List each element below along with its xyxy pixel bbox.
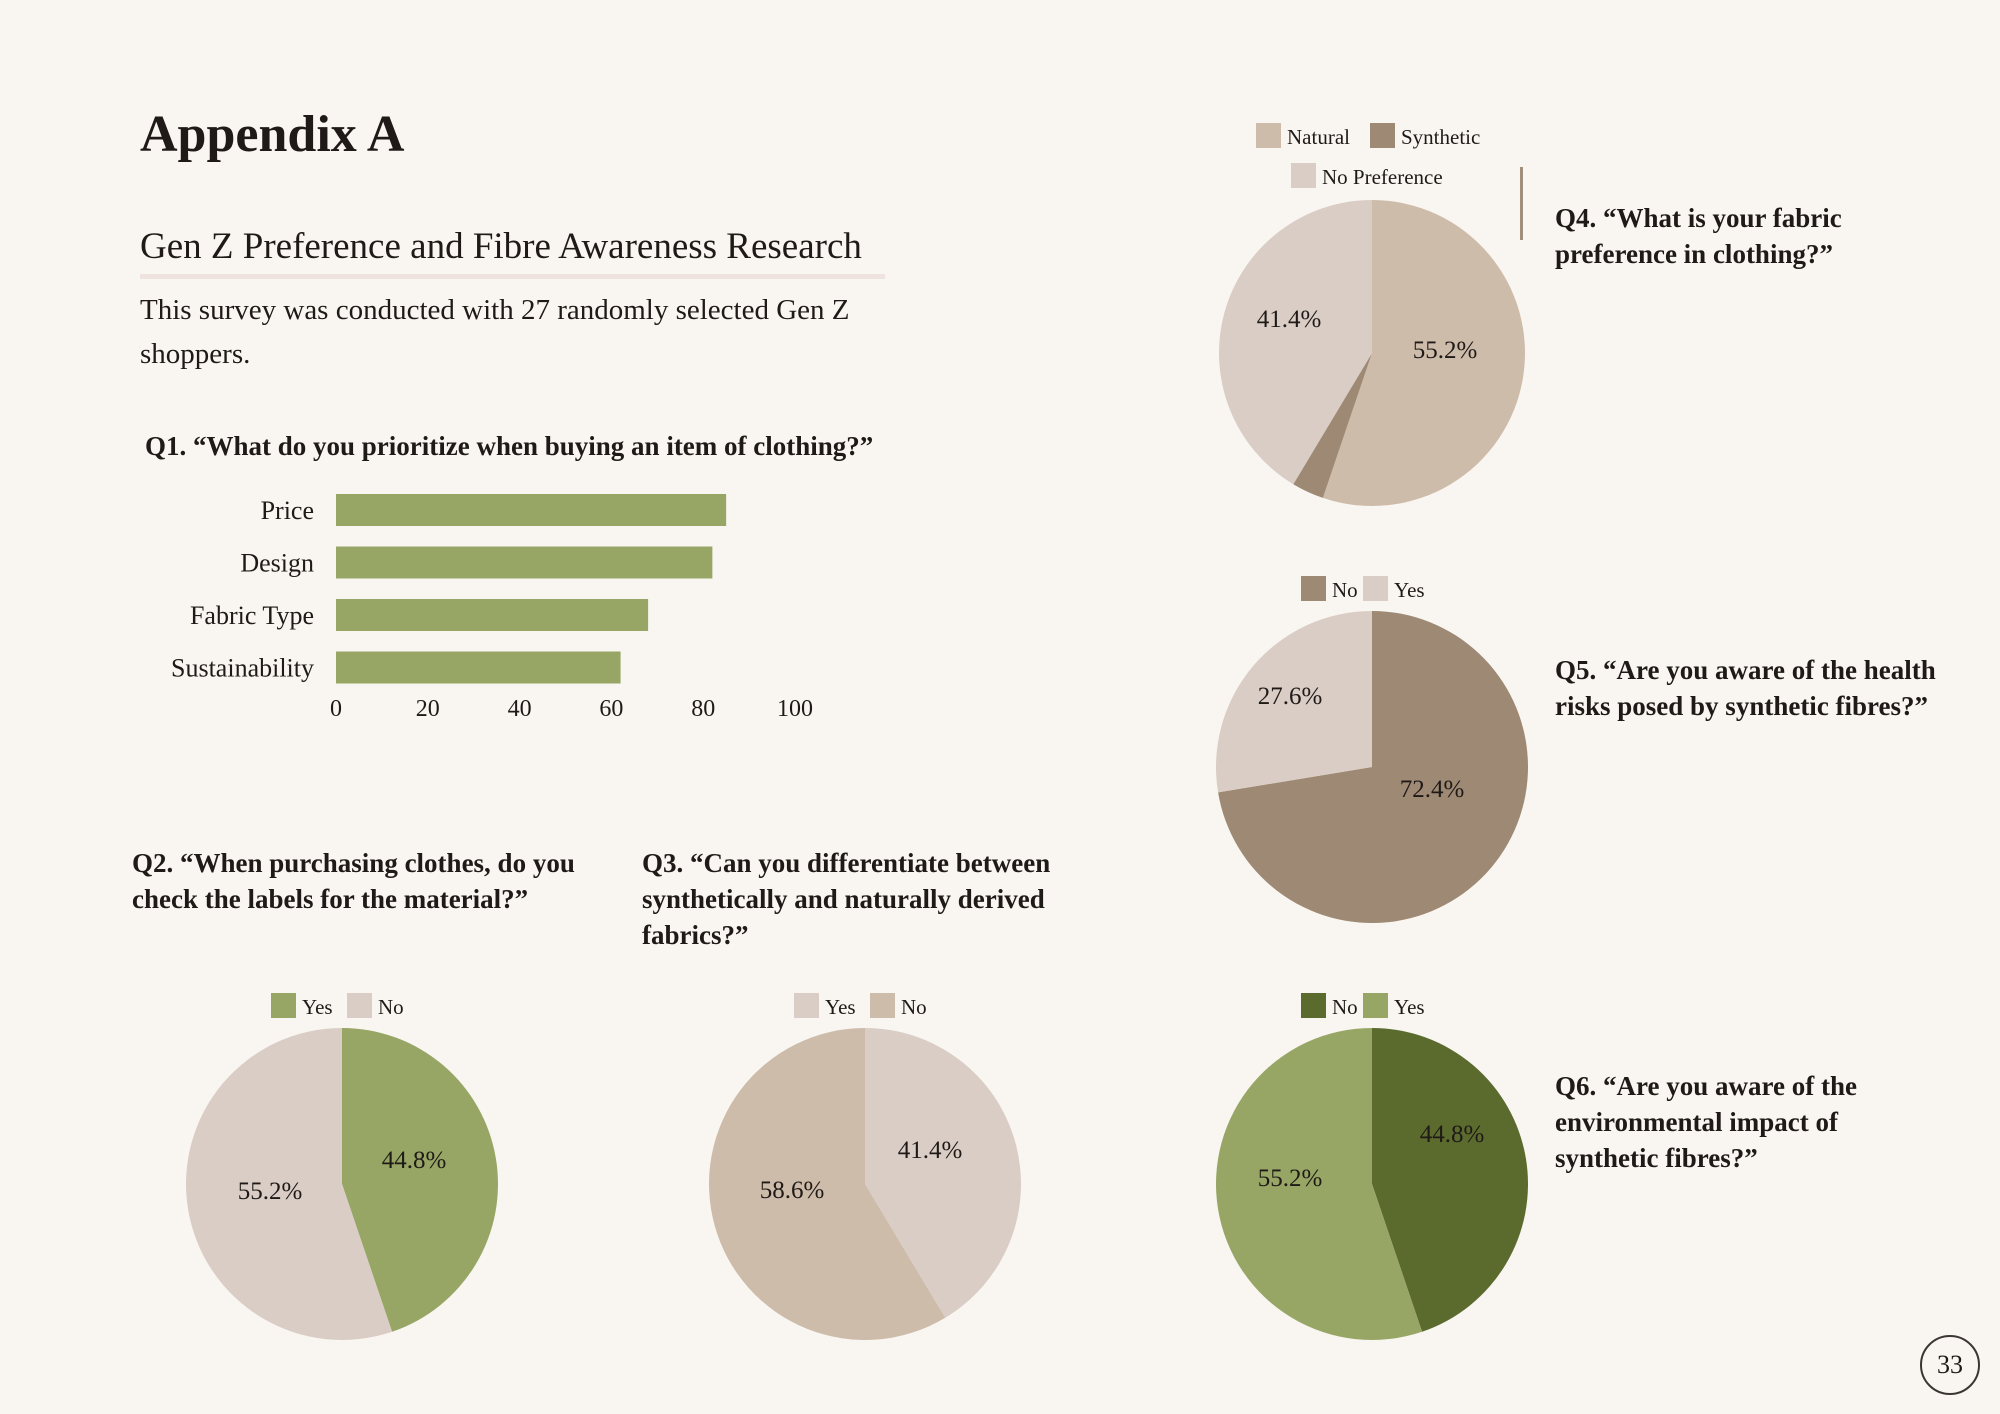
q3-title: Q3. “Can you differentiate between synth… bbox=[642, 848, 1051, 950]
q4-slice-label: 55.2% bbox=[1413, 337, 1478, 364]
q4-legend-swatch bbox=[1370, 123, 1395, 148]
q3-slice-no bbox=[709, 1028, 946, 1340]
q4-legend-label: No Preference bbox=[1322, 165, 1443, 189]
q1-x-tick-label: 0 bbox=[330, 696, 342, 722]
q2-slice-yes bbox=[342, 1028, 499, 1332]
q3-legend-swatch bbox=[794, 993, 819, 1018]
q1-title: Q1. “What do you prioritize when buying … bbox=[145, 431, 874, 461]
q1-bar-price bbox=[336, 494, 727, 526]
q1-category-label: Sustainability bbox=[171, 654, 314, 683]
q1-x-tick-label: 40 bbox=[508, 696, 532, 722]
q2-legend-label: No bbox=[378, 995, 404, 1019]
q2-legend-label: Yes bbox=[302, 995, 333, 1019]
q5-legend-swatch bbox=[1363, 576, 1388, 601]
q5-legend-label: Yes bbox=[1394, 578, 1425, 602]
q3-legend-label: No bbox=[901, 995, 927, 1019]
q6-slice-label: 44.8% bbox=[1420, 1121, 1485, 1148]
q1-bar-design bbox=[336, 546, 713, 579]
q6-slice-yes bbox=[1216, 1028, 1423, 1340]
q6-slice-label: 55.2% bbox=[1258, 1165, 1323, 1192]
q4-legend-label: Synthetic bbox=[1401, 125, 1480, 149]
q6-legend-swatch bbox=[1301, 993, 1326, 1018]
q1-category-label: Price bbox=[261, 496, 314, 525]
q1-bar-sustainability bbox=[336, 651, 621, 684]
q4-slice-natural bbox=[1322, 200, 1525, 506]
page-number: 33 bbox=[1920, 1335, 1980, 1395]
q3-legend-swatch bbox=[870, 993, 895, 1018]
q2-slice-no bbox=[186, 1028, 393, 1340]
q1-bar-fabric-type bbox=[336, 599, 649, 631]
q5-pie-chart: 72.4% 27.6% No Yes bbox=[1216, 576, 1528, 924]
page-title: Appendix A bbox=[140, 106, 405, 163]
q2-slice-label: 55.2% bbox=[238, 1178, 303, 1205]
q4-slice-synthetic bbox=[1293, 353, 1372, 498]
q4-pie-chart: 55.2% 41.4% Natural Synthetic No Preference bbox=[1218, 123, 1525, 506]
q4-slice-no-preference bbox=[1218, 200, 1372, 485]
q3-slice-label: 41.4% bbox=[898, 1137, 963, 1164]
q6-slice-no bbox=[1372, 1028, 1529, 1332]
q1-category-label: Design bbox=[240, 549, 314, 578]
q5-legend-label: No bbox=[1332, 578, 1358, 602]
page-subtitle: Gen Z Preference and Fibre Awareness Res… bbox=[140, 225, 885, 279]
q6-legend-swatch bbox=[1363, 993, 1388, 1018]
q1-x-tick-label: 100 bbox=[777, 696, 813, 722]
q1-x-tick-label: 60 bbox=[599, 696, 623, 722]
q5-title: Q5. “Are you aware of the health risks p… bbox=[1555, 655, 1936, 721]
q3-pie-chart: 41.4% 58.6% Yes No bbox=[709, 993, 1022, 1340]
q5-legend-swatch bbox=[1301, 576, 1326, 601]
q4-slice-label: 41.4% bbox=[1257, 306, 1322, 333]
q5-slice-label: 72.4% bbox=[1400, 776, 1465, 803]
q5-slice-yes bbox=[1216, 611, 1372, 793]
q2-legend-swatch bbox=[347, 993, 372, 1018]
q1-x-tick-label: 20 bbox=[416, 696, 440, 722]
q6-legend-label: Yes bbox=[1394, 995, 1425, 1019]
q4-title: Q4. “What is your fabric preference in c… bbox=[1555, 203, 1842, 269]
q1-x-tick-label: 80 bbox=[691, 696, 715, 722]
q4-legend-swatch bbox=[1291, 163, 1316, 188]
q4-accent-bar bbox=[1520, 167, 1523, 240]
q1-bar-chart: Price Design Fabric Type Sustainability 0 20 4… bbox=[171, 494, 813, 722]
q3-legend-label: Yes bbox=[825, 995, 856, 1019]
q3-slice-yes bbox=[865, 1028, 1022, 1318]
q6-legend-label: No bbox=[1332, 995, 1358, 1019]
intro-text: This survey was conducted with 27 random… bbox=[140, 294, 850, 370]
q4-legend-swatch bbox=[1256, 123, 1281, 148]
q3-slice-label: 58.6% bbox=[760, 1177, 825, 1204]
q2-title: Q2. “When purchasing clothes, do you che… bbox=[132, 848, 575, 914]
q6-pie-chart: 44.8% 55.2% No Yes bbox=[1216, 993, 1529, 1340]
q2-slice-label: 44.8% bbox=[382, 1147, 447, 1174]
q1-category-label: Fabric Type bbox=[190, 601, 314, 630]
q4-legend-label: Natural bbox=[1287, 125, 1350, 149]
q5-slice-label: 27.6% bbox=[1258, 683, 1323, 710]
q6-title: Q6. “Are you aware of the environmental … bbox=[1555, 1071, 1857, 1173]
q2-legend-swatch bbox=[271, 993, 296, 1018]
q5-slice-no bbox=[1218, 611, 1528, 924]
q2-pie-chart: 44.8% 55.2% Yes No bbox=[186, 993, 499, 1340]
